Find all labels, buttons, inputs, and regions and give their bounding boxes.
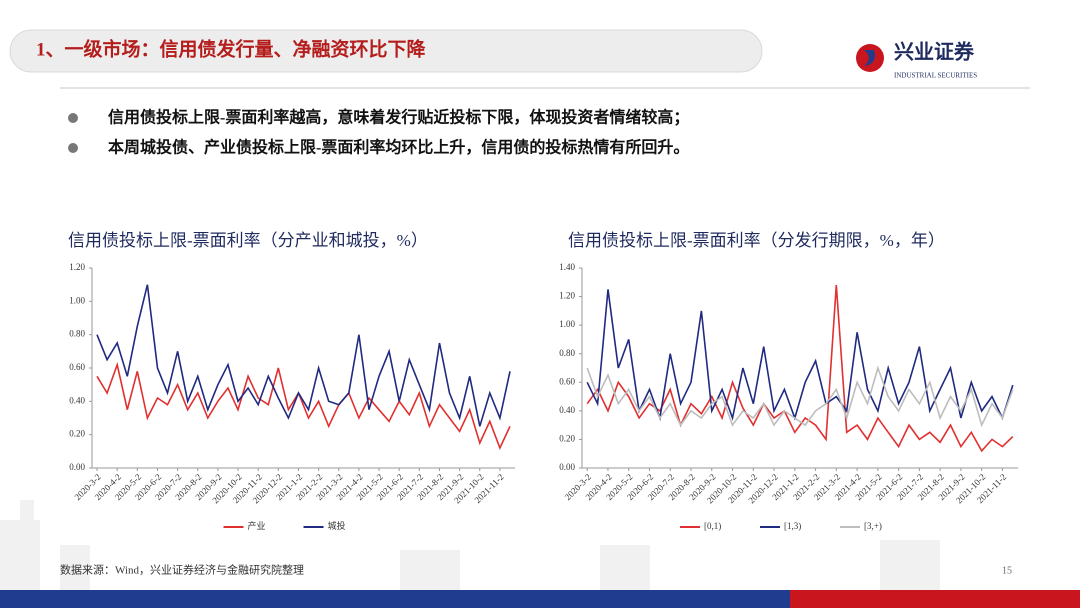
header-bar bbox=[10, 30, 762, 72]
bullet-text: 本周城投债、产业债投标上限-票面利率均环比上升，信用债的投标热情有所回升。 bbox=[108, 138, 689, 157]
logo-subtext: INDUSTRIAL SECURITIES bbox=[894, 72, 977, 80]
legend-label: [0,1) bbox=[704, 521, 721, 531]
skyline bbox=[0, 500, 940, 590]
series-line bbox=[96, 361, 511, 451]
y-tick-label: 0.20 bbox=[559, 433, 575, 443]
page-number: 15 bbox=[1002, 565, 1012, 576]
header-bar-border bbox=[9, 29, 763, 73]
series-line bbox=[586, 365, 1014, 428]
y-tick-label: 1.00 bbox=[69, 295, 85, 305]
bullet-dot bbox=[68, 113, 78, 123]
y-tick-label: 0.00 bbox=[69, 462, 85, 472]
y-tick-label: 0.40 bbox=[69, 395, 85, 405]
y-tick-label: 1.20 bbox=[69, 262, 85, 272]
y-tick-label: 1.20 bbox=[559, 291, 575, 301]
bullet-text: 信用债投标上限-票面利率越高，意味着发行贴近投标下限，体现投资者情绪较高； bbox=[108, 108, 689, 127]
logo-text: 兴业证券 bbox=[894, 40, 975, 64]
y-tick-label: 1.00 bbox=[559, 319, 575, 329]
y-tick-label: 0.80 bbox=[69, 329, 85, 339]
legend-label: [1,3) bbox=[784, 521, 801, 531]
footer-bar-red bbox=[790, 590, 1080, 608]
y-tick-label: 0.60 bbox=[559, 376, 575, 386]
source-note: 数据来源：Wind，兴业证券经济与金融研究院整理 bbox=[60, 563, 304, 577]
footer-bar-blue bbox=[0, 590, 790, 608]
y-tick-label: 1.40 bbox=[559, 262, 575, 272]
y-tick-label: 0.00 bbox=[559, 462, 575, 472]
y-tick-label: 0.60 bbox=[69, 362, 85, 372]
y-tick-label: 0.20 bbox=[69, 429, 85, 439]
logo-icon-inner bbox=[864, 50, 875, 66]
legend-label: [3,+) bbox=[864, 521, 882, 531]
bullet-dot bbox=[68, 143, 78, 153]
y-tick-label: 0.40 bbox=[559, 405, 575, 415]
chart-title: 信用债投标上限-票面利率（分产业和城投，%） bbox=[68, 231, 428, 250]
header-title: 1、一级市场：信用债发行量、净融资环比下降 bbox=[36, 37, 427, 60]
legend-label: 产业 bbox=[248, 520, 266, 531]
legend-label: 城投 bbox=[328, 520, 346, 531]
chart-title: 信用债投标上限-票面利率（分发行期限，%，年） bbox=[568, 231, 945, 250]
y-tick-label: 0.80 bbox=[559, 348, 575, 358]
series-line bbox=[586, 285, 1014, 453]
series-line bbox=[96, 284, 511, 427]
